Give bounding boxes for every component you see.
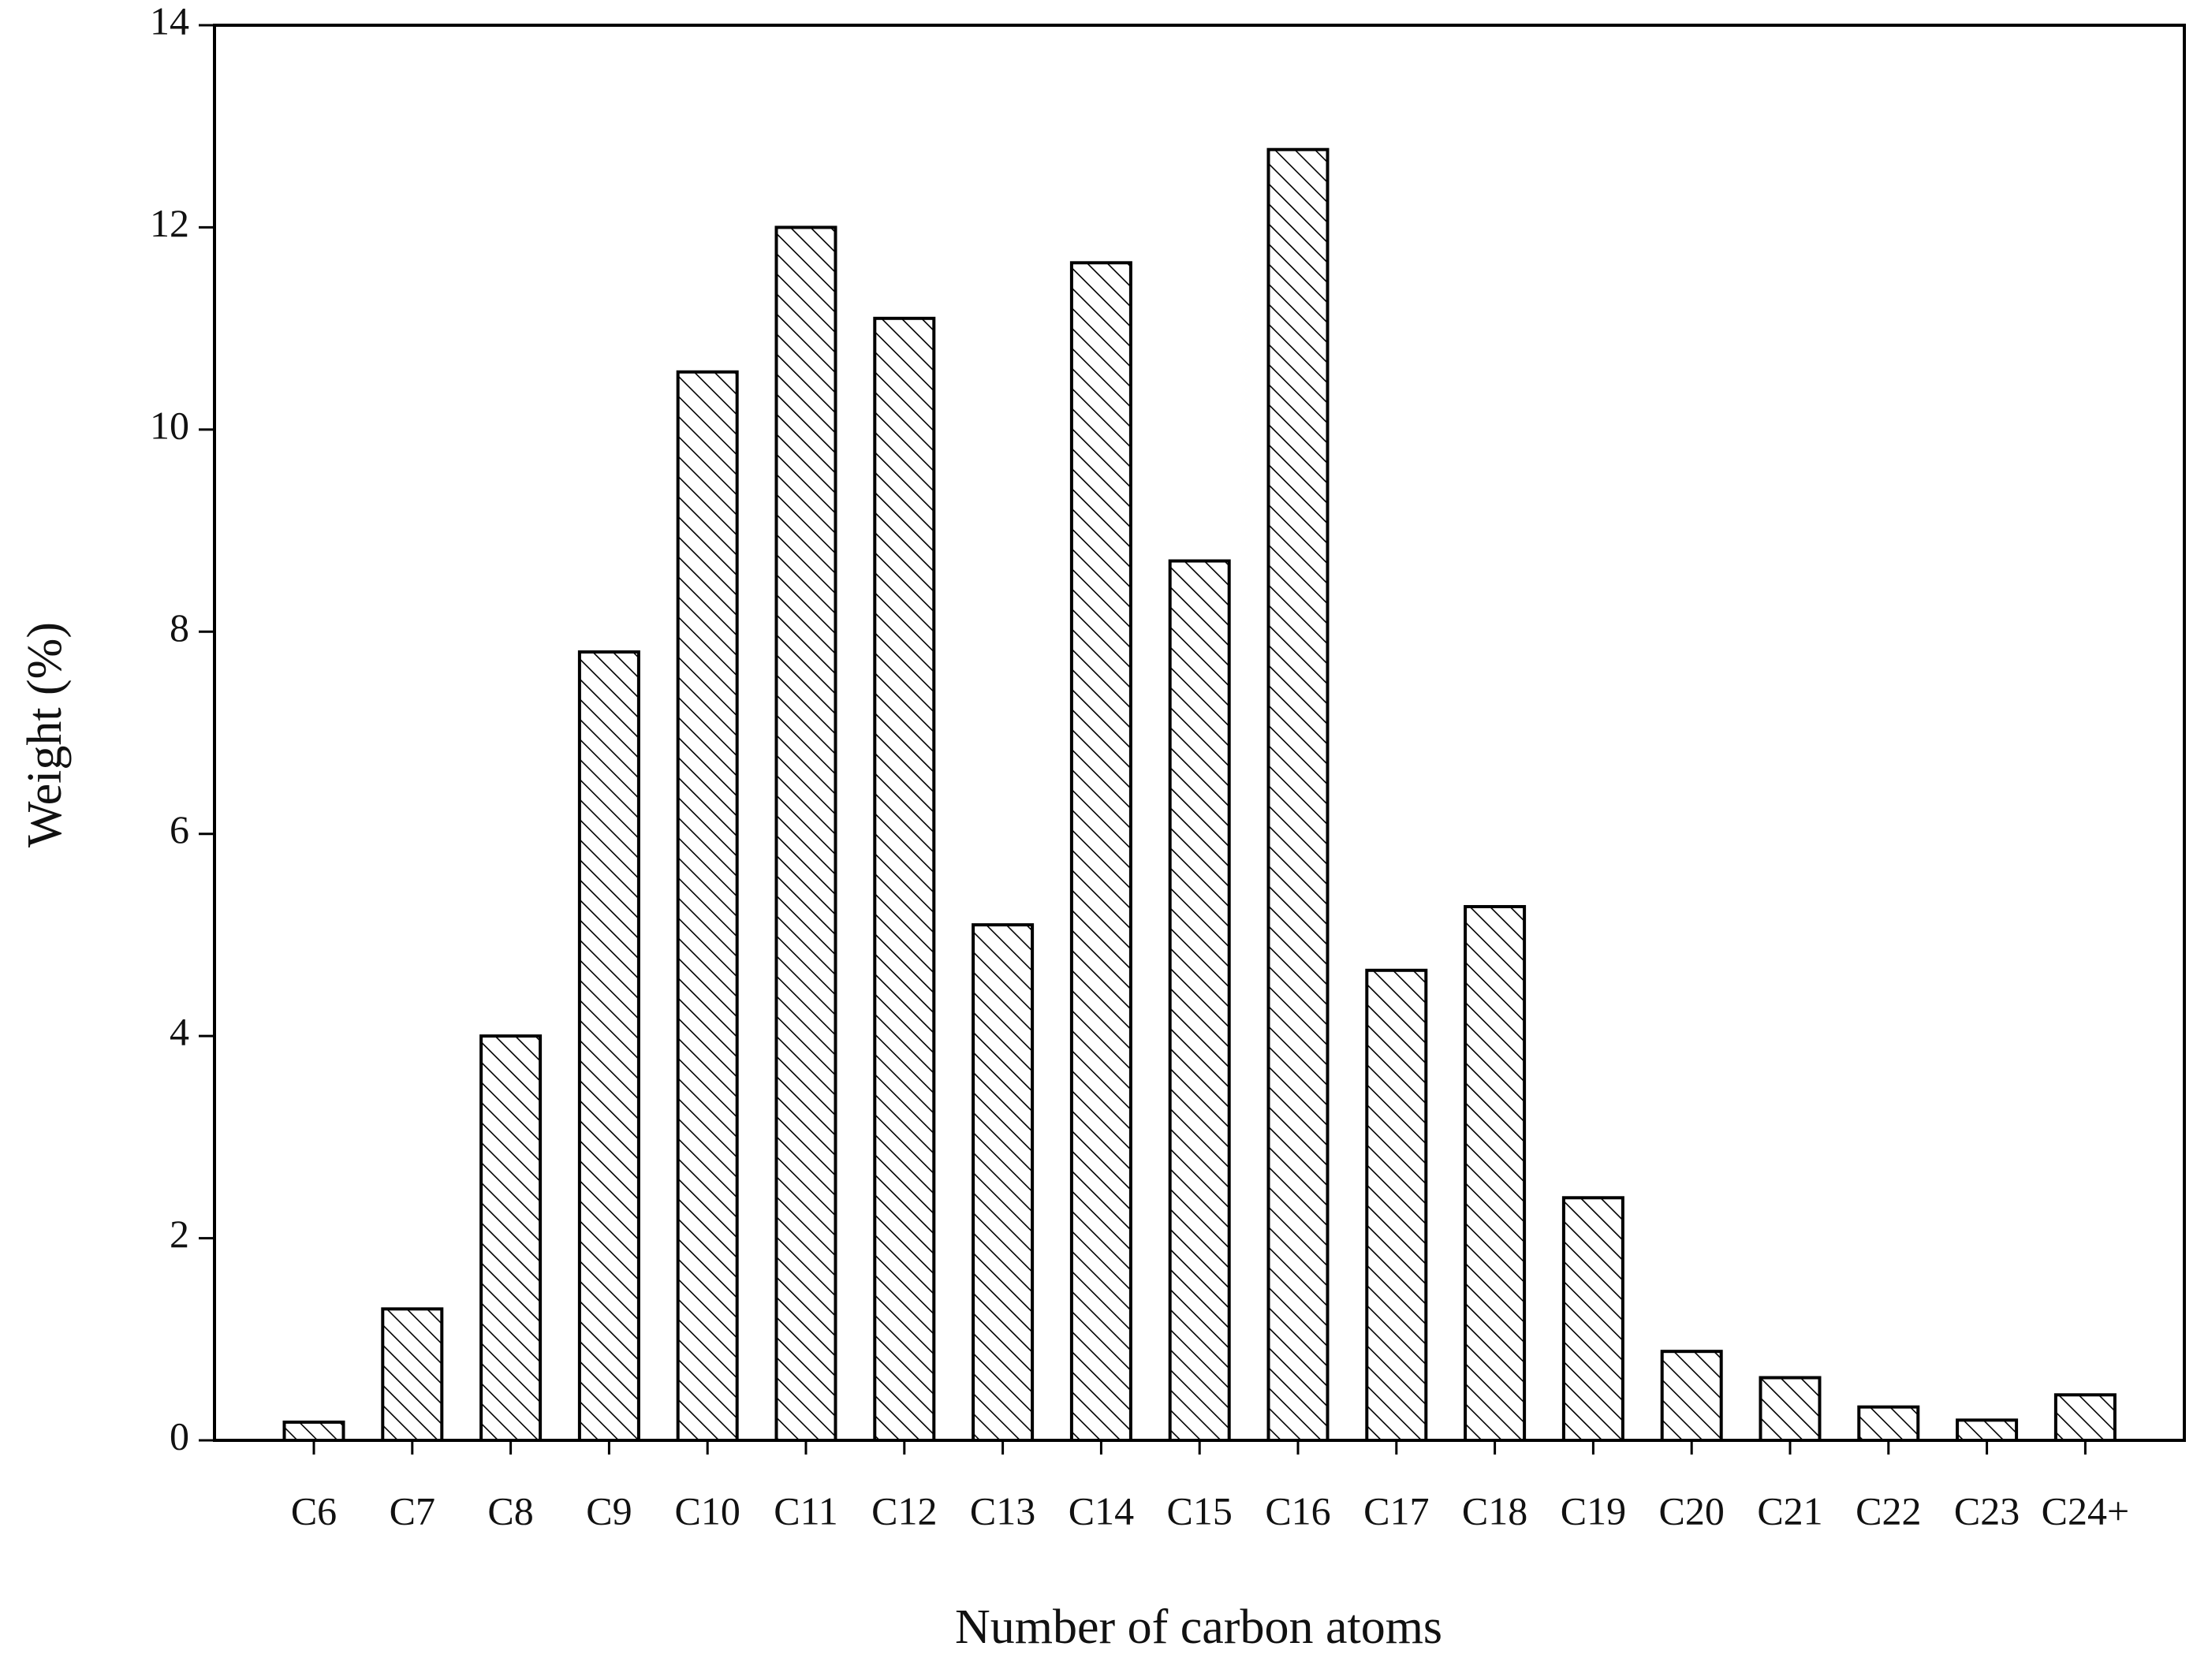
y-tick-label: 0 xyxy=(170,1414,189,1458)
x-tick-label: C15 xyxy=(1167,1488,1233,1533)
bar xyxy=(1365,968,1428,1442)
y-tick-label: 10 xyxy=(150,403,189,447)
bar xyxy=(2053,1393,2117,1443)
y-tick-label: 4 xyxy=(170,1010,189,1054)
bar xyxy=(1168,559,1231,1442)
x-tick-label: C20 xyxy=(1659,1488,1725,1533)
x-tick-label: C9 xyxy=(586,1488,632,1533)
x-tick-label: C24+ xyxy=(2042,1488,2130,1533)
bar xyxy=(1857,1405,1920,1443)
y-tick-label: 6 xyxy=(170,807,189,851)
bar xyxy=(1561,1196,1624,1443)
x-tick-label: C10 xyxy=(675,1488,740,1533)
x-tick-label: C16 xyxy=(1265,1488,1330,1533)
y-tick-label: 14 xyxy=(150,0,189,43)
x-tick-label: C18 xyxy=(1462,1488,1527,1533)
bar xyxy=(479,1034,543,1442)
bar xyxy=(577,650,640,1442)
y-tick-label: 12 xyxy=(150,201,189,245)
bar xyxy=(1069,261,1132,1442)
y-tick-label: 8 xyxy=(170,605,189,650)
y-axis-title: Weight (%) xyxy=(18,622,72,847)
bar xyxy=(676,370,739,1442)
x-tick-label: C17 xyxy=(1363,1488,1429,1533)
x-axis-title: Number of carbon atoms xyxy=(955,1600,1442,1654)
x-tick-label: C22 xyxy=(1856,1488,1921,1533)
bar xyxy=(972,923,1035,1443)
bar xyxy=(774,225,837,1442)
x-tick-label: C14 xyxy=(1069,1488,1134,1533)
x-tick-label: C13 xyxy=(970,1488,1035,1533)
bar xyxy=(1266,147,1330,1442)
x-tick-label: C11 xyxy=(774,1488,838,1533)
x-tick-label: C6 xyxy=(291,1488,337,1533)
x-tick-label: C21 xyxy=(1757,1488,1822,1533)
bar xyxy=(873,316,936,1443)
bar xyxy=(381,1307,444,1442)
bar xyxy=(1956,1418,2019,1443)
x-tick-label: C7 xyxy=(390,1488,435,1533)
x-tick-label: C8 xyxy=(487,1488,533,1533)
bar xyxy=(1660,1350,1723,1442)
x-tick-label: C12 xyxy=(871,1488,937,1533)
bar xyxy=(1464,905,1527,1442)
bar xyxy=(282,1420,345,1442)
bar xyxy=(1759,1376,1822,1443)
x-tick-label: C23 xyxy=(1954,1488,2020,1533)
x-tick-label: C19 xyxy=(1561,1488,1626,1533)
plot-frame xyxy=(213,24,2186,1442)
y-tick-label: 2 xyxy=(170,1212,189,1256)
